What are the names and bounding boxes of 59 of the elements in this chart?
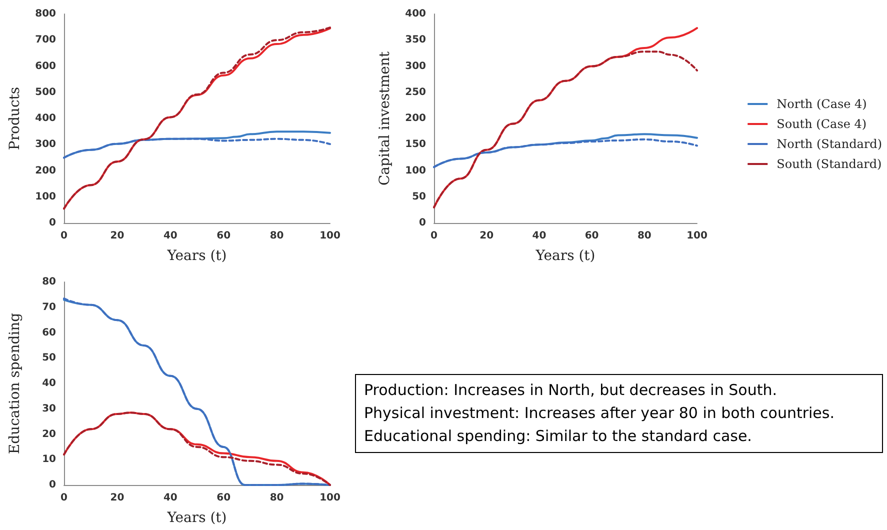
- x-tick-label: 40: [163, 492, 178, 504]
- y-tick-label: 0: [419, 218, 426, 228]
- y-tick-label: 200: [35, 165, 56, 176]
- y-tick-label: 40: [42, 378, 56, 389]
- y-tick-label: 30: [42, 403, 56, 414]
- line-series: [63, 138, 331, 159]
- x-tick-label: 80: [270, 492, 284, 504]
- x-tick-label: 100: [320, 230, 340, 242]
- x-tick-label: 60: [216, 230, 231, 242]
- y-axis-title: Education spending: [7, 312, 23, 454]
- x-axis-title: Years (t): [166, 248, 227, 264]
- y-tick-label: 600: [35, 60, 56, 72]
- x-tick-label: 0: [430, 230, 438, 242]
- y-tick-label: 800: [35, 8, 56, 20]
- x-tick-label: 60: [216, 492, 231, 504]
- y-tick-label: 0: [49, 480, 56, 490]
- y-tick-label: 20: [42, 428, 56, 440]
- legend-label: South (Standard): [776, 157, 882, 171]
- x-axis-title: Years (t): [166, 510, 227, 526]
- y-tick-label: 80: [42, 276, 56, 288]
- x-tick-label: 20: [110, 230, 124, 242]
- y-tick-label: 200: [405, 113, 426, 124]
- y-tick-label: 150: [405, 139, 426, 150]
- text: Production: Increases in North, but decreases in South.: [364, 380, 778, 401]
- x-axis-title: Years (t): [534, 248, 596, 264]
- x-tick-label: 60: [584, 230, 599, 242]
- x-tick-label: 100: [320, 492, 340, 504]
- y-tick-label: 60: [42, 327, 56, 338]
- x-tick-label: 80: [637, 230, 652, 242]
- x-tick-label: 0: [60, 492, 68, 504]
- y-tick-label: 250: [405, 86, 426, 98]
- y-axis-title: Products: [7, 86, 23, 150]
- y-tick-label: 10: [42, 454, 56, 466]
- y-tick-label: 50: [42, 352, 56, 364]
- y-tick-label: 100: [35, 191, 56, 202]
- y-tick-label: 500: [35, 86, 56, 98]
- legend-label: South (Case 4): [776, 117, 867, 131]
- text: Educational spending: Similar to the standard case.: [364, 426, 753, 447]
- y-tick-label: 300: [405, 60, 426, 72]
- y-tick-label: 350: [405, 34, 426, 46]
- x-tick-label: 100: [686, 230, 708, 242]
- legend-label: North (Case 4): [776, 97, 867, 111]
- y-tick-label: 0: [49, 218, 56, 228]
- x-tick-label: 40: [163, 230, 178, 242]
- y-tick-label: 700: [35, 34, 56, 46]
- y-tick-label: 400: [405, 8, 426, 20]
- x-tick-label: 20: [110, 492, 124, 504]
- y-tick-label: 50: [412, 191, 426, 202]
- y-tick-label: 300: [35, 139, 56, 150]
- x-tick-label: 40: [532, 230, 546, 242]
- text: Physical investment: Increases after year 80 in both countries.: [364, 403, 836, 424]
- y-tick-label: 400: [35, 113, 56, 124]
- y-tick-label: 70: [42, 302, 56, 313]
- x-tick-label: 0: [60, 230, 68, 242]
- x-tick-label: 80: [270, 230, 284, 242]
- y-axis-title: Capital investment: [377, 51, 393, 186]
- x-tick-label: 20: [480, 230, 494, 242]
- y-tick-label: 100: [405, 165, 426, 176]
- legend-label: North (Standard): [776, 137, 882, 151]
